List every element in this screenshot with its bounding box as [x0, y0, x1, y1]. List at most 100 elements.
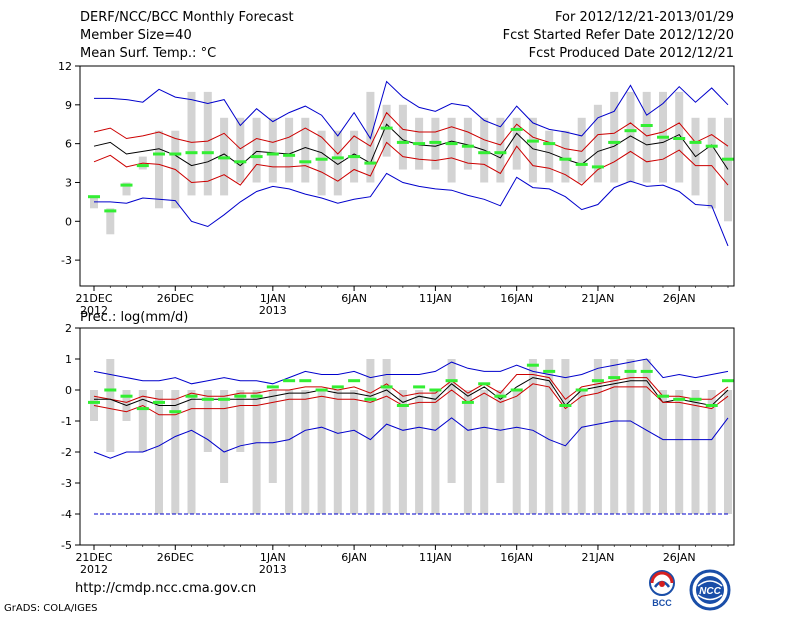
- chart1-obs-marker: [591, 165, 604, 169]
- chart2-obs-marker: [413, 385, 426, 389]
- chart1-obs-marker: [478, 151, 491, 155]
- chart1-obs-marker: [673, 137, 686, 140]
- chart1-spread-box: [187, 91, 196, 196]
- chart1-xtick-year: 2012: [80, 304, 108, 317]
- chart1-xtick-label: 16JAN: [500, 292, 533, 305]
- chart2-obs-marker: [169, 410, 182, 414]
- chart1-obs-marker: [169, 152, 182, 156]
- chart1-obs-marker: [575, 162, 588, 166]
- chart1-xtick-label: 21JAN: [582, 292, 615, 305]
- chart1-spread-box: [707, 117, 716, 209]
- chart2-spread-box: [561, 359, 570, 514]
- chart2-spread-box: [642, 359, 651, 514]
- chart2-obs-marker: [283, 379, 296, 383]
- chart1-line-lower: [93, 141, 729, 186]
- chart2-spread-box: [171, 390, 180, 514]
- chart2-obs-marker: [673, 397, 686, 401]
- chart1-ytick-label: 3: [65, 176, 72, 189]
- chart1-obs-marker: [445, 142, 458, 146]
- chart2-obs-marker: [494, 394, 507, 398]
- chart2-obs-marker: [526, 363, 539, 367]
- chart1-obs-marker: [185, 151, 198, 155]
- chart2-spread-box: [577, 390, 586, 514]
- chart2-obs-marker: [331, 385, 344, 389]
- chart2-spread-box: [691, 390, 700, 514]
- chart1-line-mean: [93, 123, 729, 170]
- bcc-logo: BCC: [649, 570, 675, 608]
- chart1-spread-box: [252, 117, 261, 183]
- chart2-obs-marker: [266, 385, 279, 389]
- chart2-obs-marker: [136, 407, 149, 411]
- chart2-spread-box: [512, 390, 521, 514]
- chart1-obs-marker: [510, 127, 523, 131]
- chart2-xtick-label: 26JAN: [663, 551, 696, 564]
- chart2-line-lower: [93, 383, 729, 416]
- ncc-logo: NCC: [689, 569, 731, 611]
- fcst-produced-date: Fcst Produced Date 2012/12/21: [528, 46, 734, 61]
- chart2-obs-marker: [478, 382, 491, 386]
- temp-variable-label: Mean Surf. Temp.: °C: [80, 46, 217, 61]
- chart1-obs-marker: [429, 140, 442, 144]
- chart2-obs-marker: [689, 397, 702, 401]
- chart1-spread-box: [333, 130, 342, 196]
- chart1-obs-marker: [364, 161, 377, 165]
- chart2-obs-marker: [559, 404, 572, 407]
- chart2-xtick-label: 26DEC: [157, 551, 194, 564]
- chart1-spread-box: [122, 182, 131, 196]
- chart1-spread-box: [610, 91, 619, 183]
- chart1-spread-box: [301, 117, 310, 183]
- chart2-spread-box: [545, 359, 554, 514]
- chart1-obs-marker: [315, 157, 328, 161]
- chart1-obs-marker: [250, 155, 263, 159]
- chart2-obs-marker: [624, 369, 637, 373]
- chart1-obs-marker: [494, 151, 507, 155]
- chart1-spread-box: [447, 117, 456, 183]
- chart1-obs-marker: [136, 164, 149, 168]
- chart2-xtick-label: 6JAN: [341, 551, 367, 564]
- chart2-spread-box: [382, 359, 391, 514]
- site-url[interactable]: http://cmdp.ncc.cma.gov.cn: [75, 581, 257, 596]
- member-size: Member Size=40: [80, 28, 192, 43]
- header-right: For 2012/12/21-2013/01/29 Fcst Started R…: [503, 9, 734, 63]
- chart2-ytick-label: -5: [61, 539, 72, 552]
- chart2-spread-box: [528, 359, 537, 514]
- chart2-line-max: [93, 358, 729, 385]
- chart1-spread-box: [382, 104, 391, 157]
- bcc-logo-text: BCC: [652, 598, 672, 608]
- chart1-spread-box: [398, 104, 407, 170]
- chart2-spread-box: [220, 390, 229, 483]
- chart1-spread-box: [106, 208, 115, 235]
- chart1-spread-box: [724, 117, 732, 222]
- chart2-spread-box: [398, 390, 407, 514]
- chart2-spread-box: [496, 390, 505, 483]
- chart2-spread-box: [593, 359, 602, 514]
- chart2-ytick-label: 2: [65, 322, 72, 335]
- chart1-obs-marker: [526, 139, 539, 143]
- chart2-xtick-label: 21DEC: [75, 551, 112, 564]
- chart2-obs-marker: [218, 397, 231, 401]
- chart2-spread-box: [447, 359, 456, 483]
- chart1-xtick-label: 26JAN: [663, 292, 696, 305]
- chart1-obs-marker: [722, 157, 734, 161]
- chart2-xtick-label: 21JAN: [582, 551, 615, 564]
- chart1-ytick-label: 9: [65, 99, 72, 112]
- chart2-spread-box: [480, 390, 489, 514]
- grads-credit: GrADS: COLA/IGES: [4, 603, 98, 614]
- chart1-spread-box: [203, 91, 212, 196]
- forecast-title: DERF/NCC/BCC Monthly Forecast: [80, 10, 294, 25]
- chart1-obs-marker: [234, 160, 247, 164]
- chart2-obs-marker: [608, 376, 621, 380]
- chart2-obs-marker: [104, 388, 117, 392]
- chart1-spread-box: [561, 130, 570, 183]
- chart1-spread-box: [285, 117, 294, 183]
- chart1-spread-box: [593, 104, 602, 183]
- chart2-xtick-label: 16JAN: [500, 551, 533, 564]
- header-left: DERF/NCC/BCC Monthly Forecast Member Siz…: [80, 9, 294, 63]
- chart2-spread-box: [268, 390, 277, 483]
- chart2-spread-box: [675, 390, 684, 514]
- chart2-obs-marker: [299, 379, 312, 383]
- chart1-xtick-label: 6JAN: [341, 292, 367, 305]
- chart1-ytick-label: 6: [65, 138, 72, 151]
- chart1-xtick-label: 1JAN: [260, 292, 286, 305]
- chart1-obs-marker: [380, 126, 393, 130]
